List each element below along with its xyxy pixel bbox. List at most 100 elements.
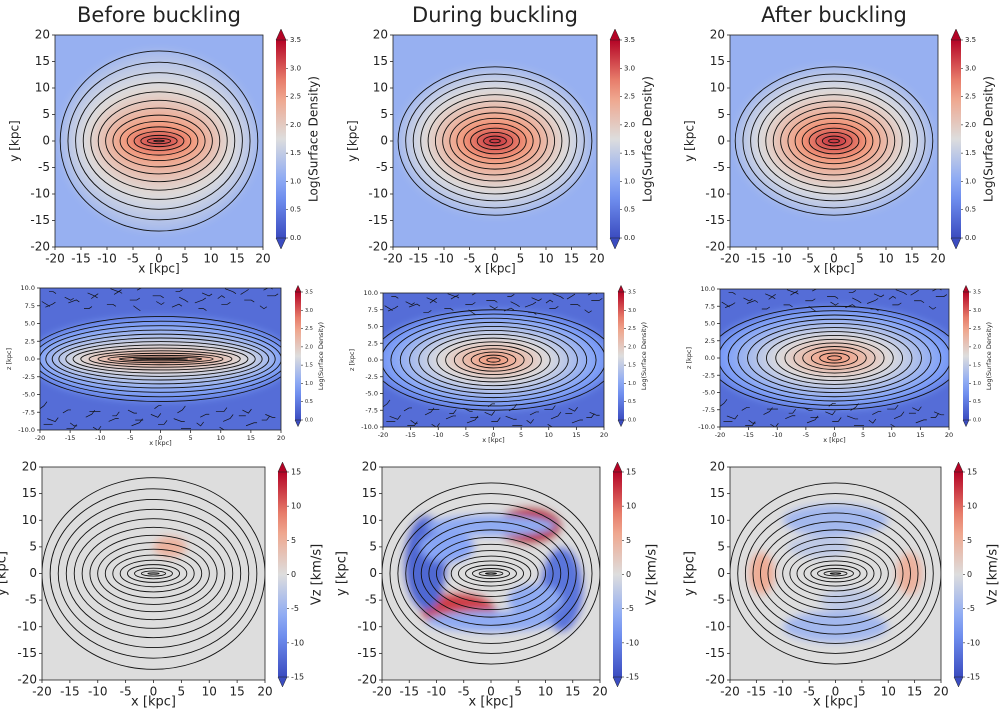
noise-contour [933, 411, 945, 416]
x-tick-label: 20 [945, 431, 953, 439]
noise-contour [545, 299, 554, 304]
x-tick-label: 5 [178, 685, 186, 699]
colorbar-extend-top [275, 28, 287, 41]
x-tick-label: 5 [861, 431, 865, 439]
x-tick-label: 15 [247, 434, 255, 442]
contours [382, 482, 600, 665]
contour [453, 344, 534, 376]
contour [744, 503, 927, 644]
contour [133, 131, 185, 151]
colorbar-tick-label: 1.0 [624, 177, 635, 185]
noise-contour [872, 411, 882, 415]
contour [104, 548, 203, 599]
contour [767, 529, 904, 618]
x-tick-label: -20 [720, 685, 740, 699]
noise-contour [150, 413, 162, 418]
heatmap-fill [730, 35, 938, 247]
contour [796, 555, 875, 592]
noise-contour [510, 301, 520, 308]
panel: -20 -15 -10 -5 0 5 10 15 20 -10.0 -7.5 -5.0 -2.5 0.0 2… [5, 284, 325, 447]
noise-contour [848, 290, 857, 293]
y-axis-label: y [kpc] [346, 120, 360, 161]
colorbar-label: Log(Surface Density) [641, 76, 655, 202]
contour [772, 100, 896, 182]
x-tick-label: -15 [747, 685, 767, 699]
heatmap-image [382, 467, 600, 680]
x-tick-label: -5 [120, 685, 132, 699]
noise-contour [64, 296, 74, 301]
noise-contour [914, 300, 925, 304]
x-tick-label: -20 [720, 252, 740, 266]
colorbar-tick-label: -10 [626, 638, 639, 647]
contour [727, 314, 942, 402]
contour [73, 518, 234, 629]
y-tick-label: 0 [717, 134, 725, 148]
colorbar-tick-label: 2.0 [290, 121, 301, 129]
x-tick-label: 0 [155, 252, 163, 266]
x-tick-label: 0 [150, 685, 158, 699]
contours [734, 66, 934, 216]
y-tick-label: -10 [30, 187, 50, 201]
colorbar-tick-label: 1.5 [305, 363, 313, 369]
colorbar [278, 472, 287, 677]
noise-contour [224, 288, 237, 295]
noise-contour [486, 300, 498, 303]
noise-contour [868, 418, 877, 424]
colorbar-tick-label: 0.5 [973, 399, 981, 405]
contour [810, 564, 861, 583]
y-tick-label: 0 [380, 134, 388, 148]
y-tick-label: -5 [713, 160, 725, 174]
x-tick-label: 0 [491, 431, 495, 439]
contour [485, 572, 497, 575]
contour [486, 357, 501, 363]
noise-contour [552, 293, 564, 299]
colorbar-tick-label: 2.5 [628, 326, 636, 332]
x-tick-label: 0 [832, 431, 836, 439]
noise-contour [928, 305, 937, 310]
noise-contour [805, 298, 816, 302]
y-tick-label: 20 [362, 460, 377, 474]
contour [436, 337, 551, 383]
x-axis-label: x [kpc] [813, 695, 858, 710]
noise-contour [589, 411, 600, 416]
contour [147, 572, 160, 575]
y-tick-label: -10.0 [698, 423, 715, 431]
x-tick-label: 0 [832, 685, 840, 699]
noise-contour [746, 300, 759, 304]
contours [730, 482, 941, 665]
heatmap-image [393, 35, 597, 247]
noise-contour [790, 291, 799, 296]
contour [105, 107, 213, 175]
colorbar-tick-label: 1.5 [624, 149, 635, 157]
colorbar-extend-bottom [617, 419, 625, 428]
noise-contour [748, 419, 756, 424]
colorbar-extend-bottom [275, 237, 287, 250]
y-tick-label: 5 [717, 107, 725, 121]
noise-contour [788, 408, 796, 414]
y-tick-label: 15 [22, 486, 37, 500]
x-tick-label: 5 [858, 685, 866, 699]
colorbar-tick-label: 3.0 [305, 308, 313, 314]
y-tick-label: -2.5 [365, 373, 378, 381]
x-tick-label: 20 [257, 685, 272, 699]
noise-contour [158, 420, 168, 425]
noise-contour [491, 417, 501, 422]
colorbar-extend-top [294, 284, 302, 293]
colorbar-tick-label: 2.5 [965, 93, 976, 101]
noise-contour [194, 297, 207, 304]
y-tick-label: 5.0 [705, 320, 715, 328]
x-tick-label: -20 [383, 252, 403, 266]
x-tick-label: 0 [491, 252, 499, 266]
noise-contour [505, 415, 517, 420]
x-axis-label: x [kpc] [813, 262, 854, 276]
panel: -20 -15 -10 -5 0 5 10 15 20 -10.0 -7.5 -5.0 -2.5 0.0 2… [685, 284, 993, 444]
noise-contour [743, 297, 753, 302]
colorbar [276, 40, 286, 238]
y-tick-label: -5 [365, 593, 377, 607]
velocity-blob [748, 552, 775, 595]
heatmap-fill [730, 467, 941, 680]
noise-contour [550, 411, 562, 420]
colorbar-label: Log(Surface Density) [982, 76, 996, 202]
contour [456, 117, 534, 165]
